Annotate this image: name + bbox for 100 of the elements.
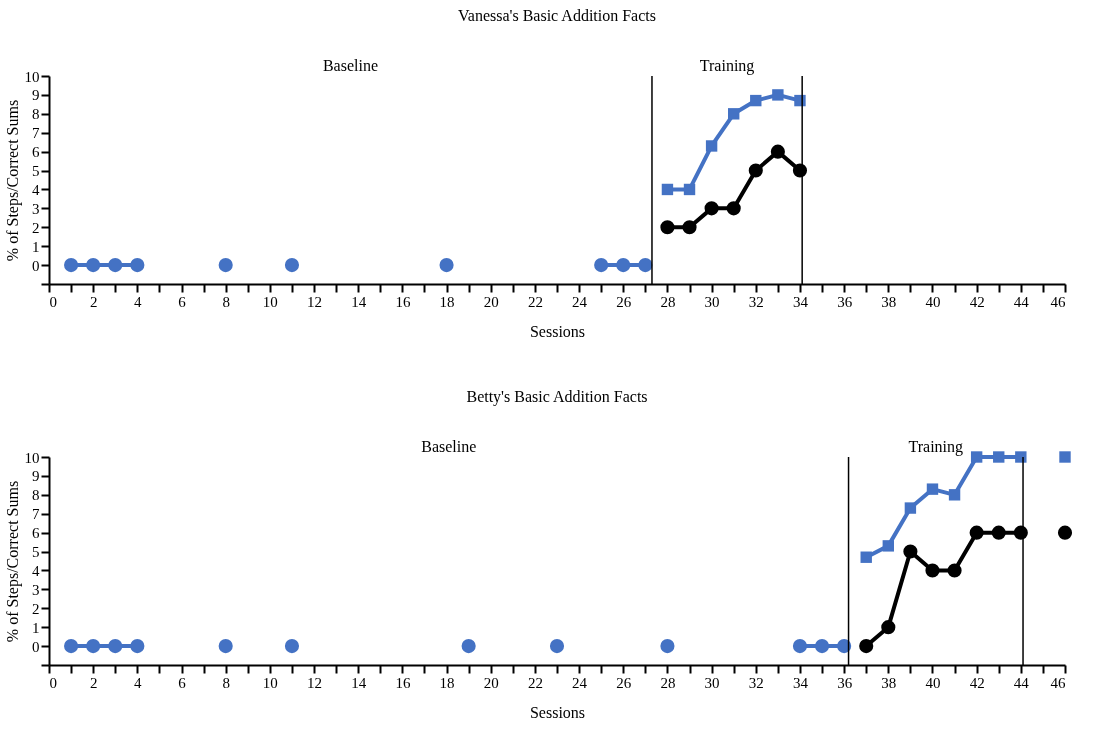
point (904, 502, 917, 514)
point (108, 258, 123, 273)
y-tick-label: 7 (32, 506, 40, 523)
point (750, 94, 762, 107)
point (792, 639, 808, 654)
point (284, 258, 300, 273)
point (993, 451, 1005, 463)
text: Baseline (421, 438, 477, 455)
point (947, 563, 962, 578)
x-tick-label: 22 (527, 293, 543, 310)
point (108, 639, 123, 654)
x-tick-label: 28 (660, 674, 676, 691)
x-tick-label: 0 (49, 674, 57, 691)
x-axis-title: Sessions (529, 322, 586, 340)
x-tick-label: 4 (134, 674, 143, 691)
y-tick-label: 5 (32, 544, 40, 561)
point (903, 544, 918, 559)
y-tick-label: 6 (32, 144, 40, 161)
point (682, 220, 697, 235)
x-tick-label: 20 (483, 674, 499, 691)
y-axis-title: % of Steps/Correct Sums (3, 99, 22, 262)
x-tick-label: 28 (660, 293, 676, 310)
text: Training (908, 438, 964, 456)
point (86, 639, 101, 654)
point (1059, 451, 1071, 463)
point (1057, 525, 1073, 540)
x-tick-label: 16 (395, 674, 411, 691)
text: Training (699, 57, 755, 75)
y-tick-label: 0 (32, 257, 40, 274)
point (461, 639, 476, 654)
x-tick-label: 8 (222, 293, 230, 310)
y-tick-label: 4 (32, 562, 40, 579)
point (218, 258, 233, 273)
x-tick-label: 40 (925, 293, 941, 310)
x-tick-label: 36 (837, 293, 853, 310)
y-tick-label: 2 (32, 600, 40, 617)
point (837, 639, 852, 654)
y-tick-label: 10 (24, 449, 40, 466)
point (770, 144, 785, 159)
point (616, 258, 631, 273)
point (748, 163, 763, 178)
y-tick-label: 7 (32, 125, 40, 142)
x-axis-title: Sessions (529, 703, 586, 721)
point (549, 639, 565, 654)
x-tick-label: 32 (748, 293, 764, 310)
point (726, 201, 741, 216)
x-tick-label: 20 (483, 293, 499, 310)
y-tick-label: 10 (24, 68, 40, 85)
point (881, 620, 896, 635)
x-tick-label: 14 (351, 674, 367, 691)
x-tick-label: 46 (1050, 293, 1066, 310)
x-tick-label: 0 (49, 293, 57, 310)
y-tick-label: 2 (32, 219, 40, 236)
point (926, 483, 939, 495)
x-tick-label: 12 (307, 674, 323, 691)
y-tick-label: 6 (32, 525, 40, 542)
point (1015, 451, 1027, 463)
point (660, 639, 675, 654)
x-tick-label: 6 (178, 293, 187, 310)
y-tick-label: 0 (32, 638, 40, 655)
x-tick-label: 2 (89, 293, 98, 310)
y-tick-label: 8 (32, 106, 40, 123)
x-tick-label: 38 (881, 293, 897, 310)
x-tick-label: 30 (704, 293, 720, 310)
x-tick-label: 10 (262, 674, 278, 691)
y-tick-label: 9 (32, 468, 40, 485)
y-tick-label: 1 (32, 619, 40, 636)
point (859, 639, 874, 654)
chart-title: Vanessa's Basic Addition Facts (458, 7, 656, 24)
point (218, 639, 233, 654)
point (705, 140, 718, 152)
point (727, 108, 740, 120)
chart-title: Betty's Basic Addition Facts (466, 388, 648, 406)
x-tick-label: 18 (439, 674, 455, 691)
point (64, 639, 79, 654)
x-tick-label: 36 (837, 674, 853, 691)
point (594, 258, 609, 273)
x-tick-label: 6 (178, 674, 187, 691)
x-tick-label: 22 (527, 674, 543, 691)
x-tick-label: 18 (439, 293, 455, 310)
text: Baseline (322, 57, 379, 74)
y-axis-title: % of Steps/Correct Sums (3, 480, 22, 643)
x-tick-label: 44 (1013, 293, 1030, 310)
x-tick-label: 40 (925, 674, 941, 691)
x-tick-label: 44 (1013, 674, 1030, 691)
point (86, 258, 101, 273)
point (638, 258, 653, 273)
point (772, 89, 784, 101)
point (925, 563, 940, 578)
x-tick-label: 8 (222, 674, 230, 691)
point (882, 540, 895, 552)
point (991, 525, 1006, 540)
point (970, 451, 983, 463)
x-tick-label: 24 (572, 293, 588, 310)
x-tick-label: 12 (307, 293, 323, 310)
x-tick-label: 46 (1050, 674, 1066, 691)
x-tick-label: 14 (351, 293, 367, 310)
x-tick-label: 38 (881, 674, 897, 691)
y-tick-label: 8 (32, 487, 40, 504)
point (130, 639, 145, 654)
